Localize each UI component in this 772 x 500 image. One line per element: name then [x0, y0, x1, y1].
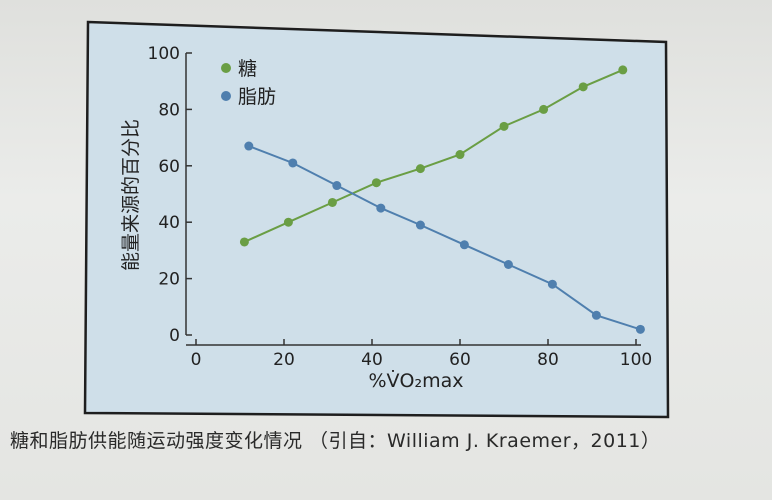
y-axis: 0 20 40 60 80 100	[148, 44, 192, 346]
data-point	[327, 197, 337, 207]
y-tick-label: 80	[158, 100, 180, 120]
series-line	[243, 68, 624, 243]
y-tick-label: 0	[169, 326, 180, 346]
x-tick-label: 0	[191, 350, 202, 370]
x-tick-label: 60	[449, 350, 471, 370]
data-point	[244, 141, 254, 151]
figure-caption: 糖和脂肪供能随运动强度变化情况 （引自：William J. Kraemer，2…	[10, 430, 661, 452]
data-point	[288, 158, 298, 168]
x-tick-label: 40	[361, 350, 383, 370]
series-line	[248, 145, 641, 331]
data-point	[635, 324, 645, 334]
data-point	[459, 240, 469, 250]
series-fat	[244, 141, 645, 334]
data-point	[371, 178, 381, 188]
chart-frame	[83, 20, 670, 419]
data-point	[283, 217, 293, 227]
legend: 糖 脂肪	[221, 58, 276, 108]
x-tick-label: 20	[273, 350, 295, 370]
data-point	[415, 220, 425, 230]
data-point	[499, 121, 509, 131]
x-tick-label: 100	[620, 350, 652, 370]
y-tick-label: 60	[158, 157, 180, 177]
data-point	[578, 82, 588, 92]
legend-item-fat: 脂肪	[221, 86, 276, 108]
legend-item-sugar: 糖	[221, 58, 257, 80]
data-point	[415, 164, 425, 174]
data-point	[539, 104, 549, 114]
series-layer	[239, 65, 645, 334]
x-axis-title: %V̇O₂max	[368, 370, 463, 392]
data-point	[455, 150, 465, 160]
data-point	[332, 181, 342, 191]
legend-label-sugar: 糖	[238, 58, 257, 80]
y-axis-title: 能量来源的百分比	[120, 119, 142, 271]
data-point	[239, 237, 249, 247]
legend-marker-sugar	[221, 63, 231, 73]
y-tick-label: 40	[158, 213, 180, 233]
data-point	[591, 310, 601, 320]
data-point	[503, 260, 513, 269]
y-tick-label: 20	[158, 270, 180, 290]
legend-label-fat: 脂肪	[238, 86, 276, 108]
legend-marker-fat	[221, 91, 231, 101]
data-point	[376, 203, 386, 213]
series-sugar	[239, 65, 628, 247]
data-point	[547, 279, 557, 289]
y-tick-label: 100	[148, 44, 180, 64]
data-point	[618, 65, 628, 75]
x-tick-label: 80	[537, 350, 559, 370]
x-axis: 0 20 40 60 80 100	[186, 339, 652, 370]
